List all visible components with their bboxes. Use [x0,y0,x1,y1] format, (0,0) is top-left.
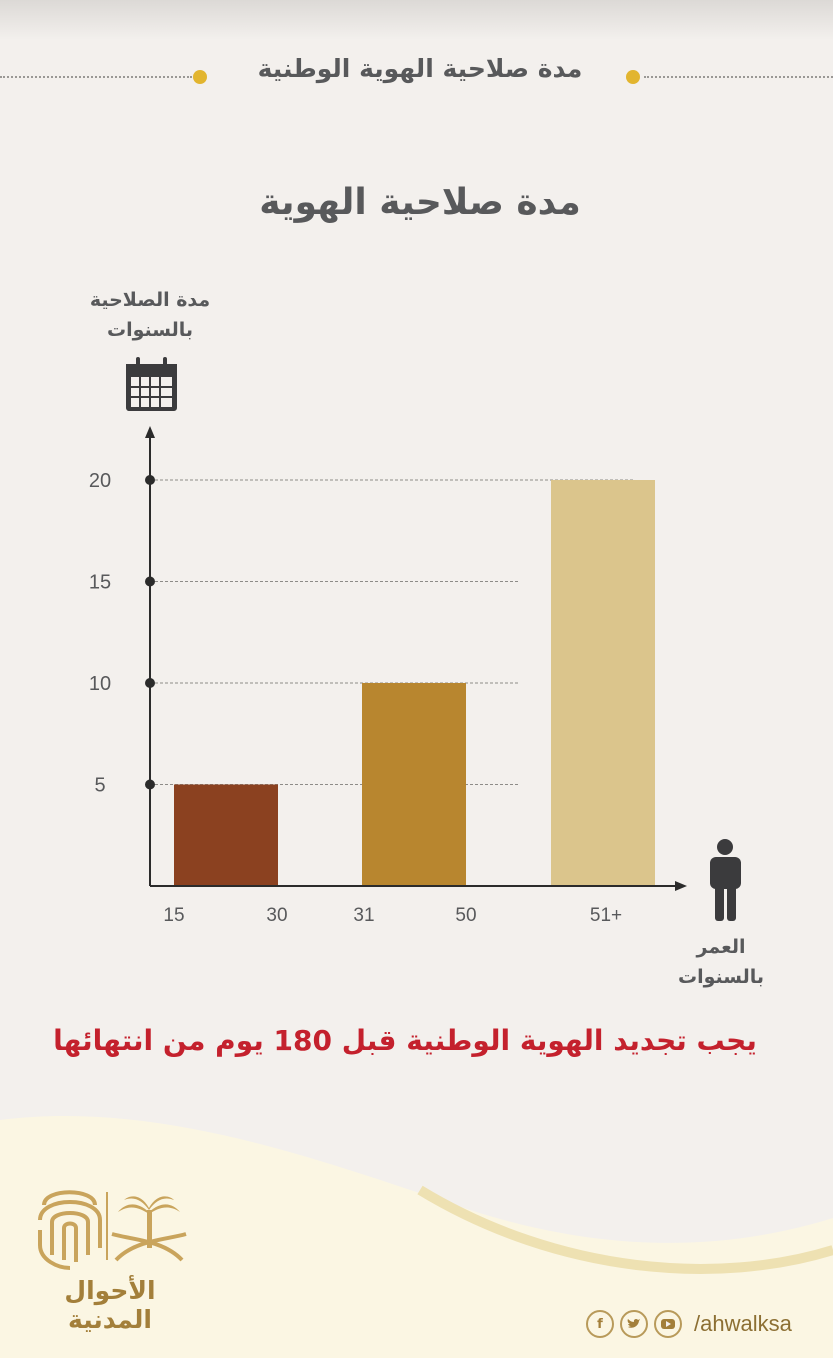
y-tick-label: 5 [94,775,105,797]
footer-wave [0,1116,833,1358]
social-bar: f /ahwalksa [586,1308,792,1340]
y-axis-label-line2: بالسنوات [106,319,193,341]
calendar-icon [126,357,177,411]
bar-chart: 5 10 15 20 15 30 31 50 51+ [89,357,741,926]
y-tick-label: 10 [89,673,111,695]
saudi-emblem-icon [111,1196,187,1262]
bars [174,480,655,886]
y-axis-label: مدة الصلاحية بالسنوات [70,285,230,345]
x-axis-label: العمر بالسنوات [646,932,796,992]
header-dot-left [193,70,207,84]
header-dot-right [626,70,640,84]
header: مدة صلاحية الهوية الوطنية [0,50,833,100]
youtube-icon[interactable] [654,1310,682,1338]
x-axis-arrow [675,881,687,891]
y-tick-dot [145,576,155,587]
y-tick-dot [145,475,155,485]
x-tick-label: 50 [455,905,476,926]
org-name: الأحوال المدنية [64,1276,156,1334]
y-tick-dot [145,779,155,790]
y-axis-arrow [145,426,155,438]
y-axis-label-line1: مدة الصلاحية [89,289,211,311]
x-tick-label: 51+ [590,905,622,926]
x-tick-label: 31 [353,905,374,926]
y-ticks: 5 10 15 20 [89,470,155,797]
bar [174,784,278,886]
bar [362,683,466,886]
chart-title: مدة صلاحية الهوية [259,182,581,223]
twitter-icon[interactable] [620,1310,648,1338]
facebook-icon[interactable]: f [586,1310,614,1338]
header-title: مدة صلاحية الهوية الوطنية [257,54,583,83]
x-axis-label-line2: بالسنوات [677,966,764,988]
header-divider-left [0,76,192,78]
y-tick-dot [145,678,155,688]
y-tick-label: 20 [89,470,111,492]
bar [551,480,655,886]
y-tick-label: 15 [89,572,111,594]
x-tick-label: 30 [266,905,287,926]
x-axis-label-line1: العمر [696,936,746,958]
x-ticks: 15 30 31 50 51+ [163,905,622,926]
top-shade [0,0,833,40]
fingerprint-logo-icon [38,1190,102,1270]
x-tick-label: 15 [163,905,184,926]
header-divider-right [644,76,833,78]
renewal-note: يجب تجديد الهوية الوطنية قبل 180 يوم من … [53,1024,757,1057]
social-handle[interactable]: /ahwalksa [694,1311,792,1336]
person-icon [710,839,741,921]
